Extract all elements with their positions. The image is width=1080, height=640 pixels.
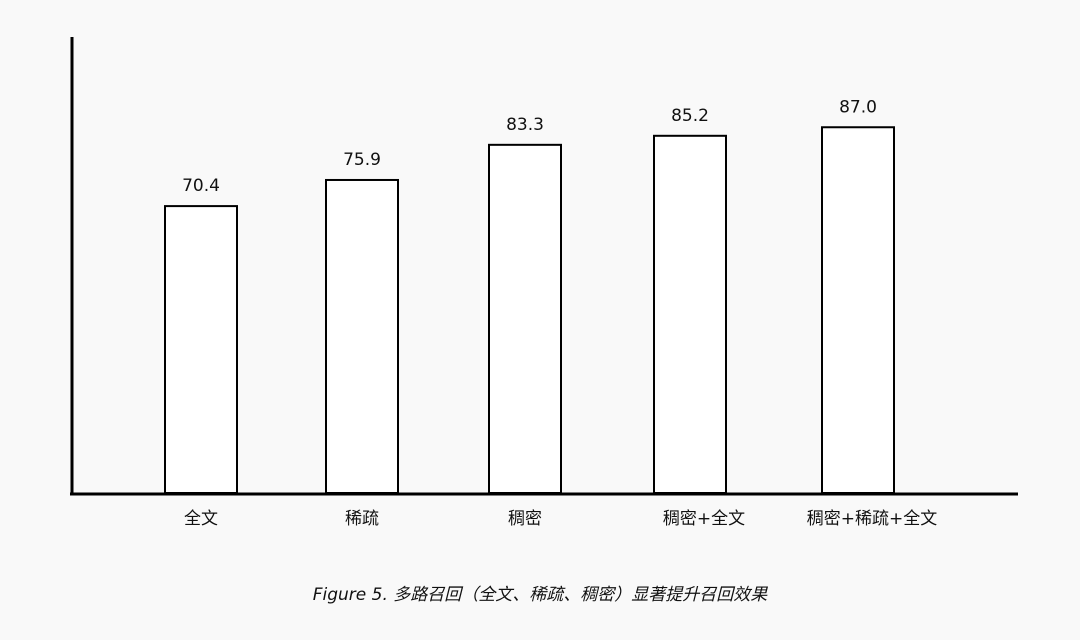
- data-label: 83.3: [506, 115, 544, 135]
- figure-caption: Figure 5. 多路召回（全文、稀疏、稠密）显著提升召回效果: [313, 585, 769, 605]
- bars-group: [164, 126, 895, 495]
- bar: [488, 143, 562, 494]
- data-label: 85.2: [671, 106, 709, 126]
- x-tick-label: 稠密: [508, 509, 542, 529]
- bar: [653, 134, 727, 495]
- x-tick-label: 全文: [184, 509, 218, 529]
- labels-group: 70.4 全文 75.9 稀疏 83.3 稠密 85.2 稠密+全文 87.0 稠密+稀疏+全文: [182, 97, 937, 529]
- data-label: 75.9: [343, 150, 381, 170]
- x-tick-label: 稀疏: [345, 509, 379, 529]
- x-tick-label: 稠密+全文: [663, 509, 745, 529]
- data-label: 87.0: [839, 97, 877, 117]
- data-label: 70.4: [182, 176, 220, 196]
- bar: [164, 205, 238, 494]
- bar: [325, 178, 399, 494]
- bar: [821, 126, 895, 494]
- x-tick-label: 稠密+稀疏+全文: [807, 509, 938, 529]
